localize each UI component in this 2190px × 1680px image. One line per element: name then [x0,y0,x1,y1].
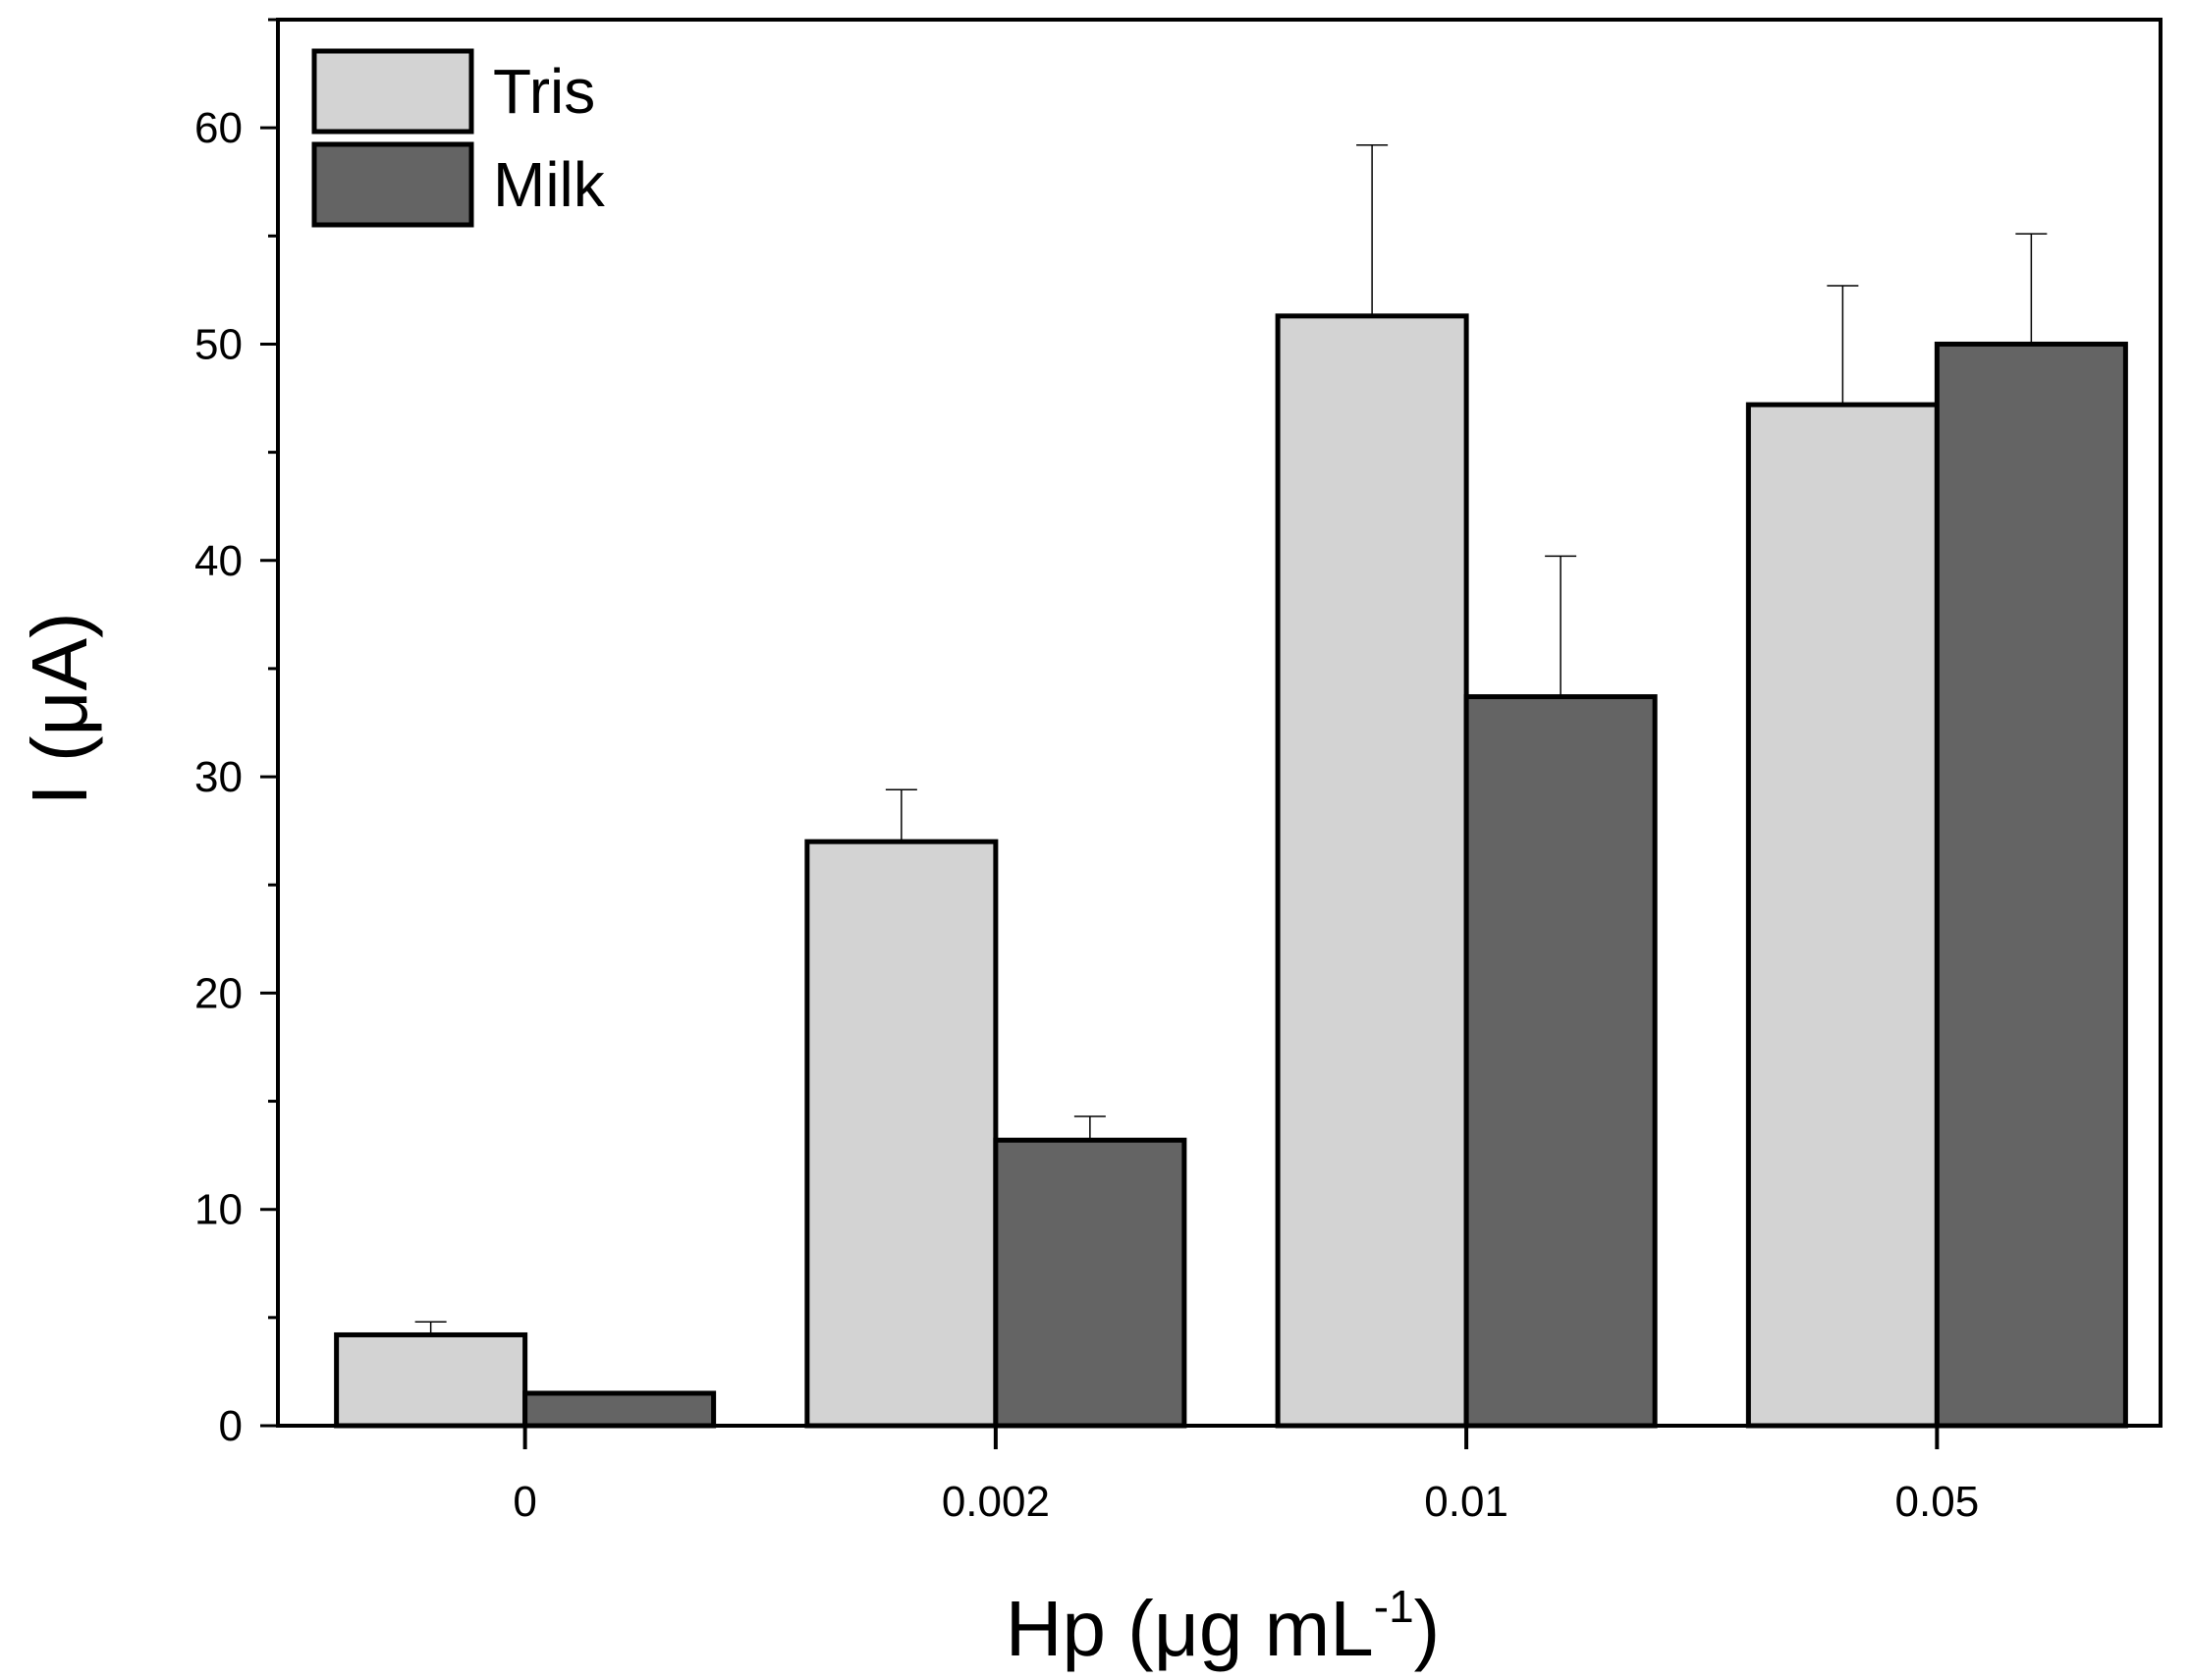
bar-milk [1463,694,1658,1429]
y-tick-label: 60 [194,104,243,152]
y-tick-label: 0 [219,1402,243,1450]
legend-swatch-milk [311,141,474,228]
legend: Tris Milk [311,48,606,228]
x-tick-label: 0.05 [1895,1478,1980,1526]
bar-tris [804,839,999,1429]
legend-label-tris: Tris [493,56,595,127]
x-axis-title-end: ) [1414,1585,1441,1672]
plot-frame [276,18,2163,1428]
bar-milk [522,1390,717,1429]
y-tick-label: 30 [194,753,243,801]
bar-milk [1934,341,2128,1429]
y-tick-label: 40 [194,537,243,585]
bar-tris [1275,313,1469,1429]
x-axis-title: Hp (μg mL-1) [1006,1581,1441,1672]
y-tick-label: 10 [194,1186,243,1234]
bar-tris [1745,402,1940,1429]
bar-milk [993,1137,1187,1429]
x-axis: 0 0.002 0.01 0.05 [513,1426,1979,1526]
bars-layer [334,313,2128,1429]
legend-label-milk: Milk [493,149,606,220]
x-tick-label: 0 [513,1478,536,1526]
x-axis-title-main: Hp (μg mL [1006,1585,1374,1672]
x-axis-title-sup: -1 [1374,1581,1414,1632]
y-axis: 0 10 20 30 40 50 60 [194,18,278,1450]
y-axis-title: I (μA) [16,612,103,805]
bar-tris [334,1331,528,1429]
y-tick-label: 50 [194,320,243,368]
x-tick-label: 0.002 [942,1478,1050,1526]
error-bars-layer [414,144,2048,1335]
x-tick-label: 0.01 [1424,1478,1508,1526]
legend-swatch-tris [311,48,474,135]
y-tick-label: 20 [194,969,243,1017]
